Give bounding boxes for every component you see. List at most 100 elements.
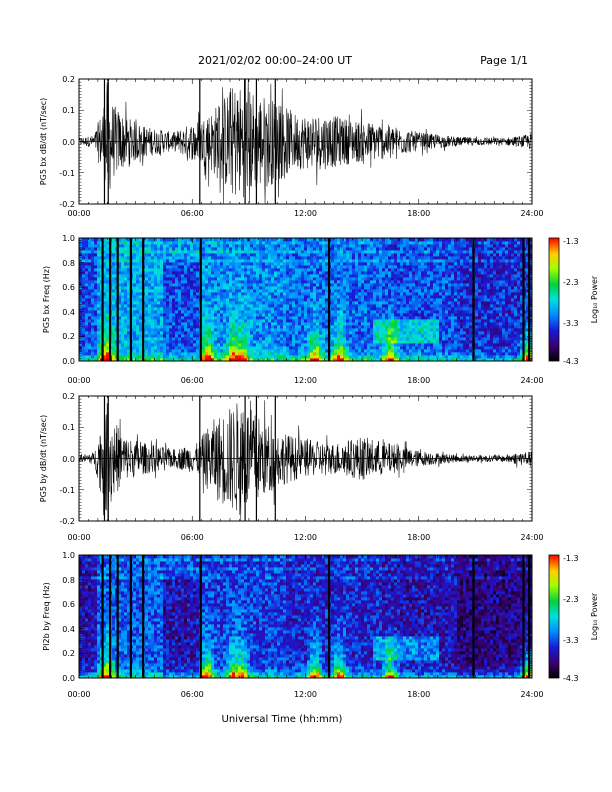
spectrogram-cell bbox=[430, 301, 434, 305]
spectrogram-cell bbox=[253, 343, 257, 347]
spectrogram-cell bbox=[163, 334, 167, 338]
spectrogram-cell bbox=[190, 325, 194, 329]
spectrogram-cell bbox=[394, 319, 398, 323]
spectrogram-cell bbox=[85, 304, 89, 308]
spectrogram-cell bbox=[223, 253, 227, 257]
spectrogram-cell bbox=[202, 346, 206, 350]
spectrogram-cell bbox=[157, 322, 161, 326]
spectrogram-cell bbox=[391, 250, 395, 254]
spectrogram-cell bbox=[358, 313, 362, 317]
spectrogram-cell bbox=[325, 340, 329, 344]
spectrogram-cell bbox=[277, 313, 281, 317]
spectrogram-cell bbox=[136, 340, 140, 344]
spectrogram-cell bbox=[274, 325, 278, 329]
spectrogram-cell bbox=[310, 280, 314, 284]
spectrogram-cell bbox=[184, 274, 188, 278]
spectrogram-cell bbox=[424, 358, 428, 362]
spectrogram-cell bbox=[349, 337, 353, 341]
spectrogram-cell bbox=[259, 271, 263, 275]
spectrogram-cell bbox=[145, 343, 149, 347]
spectrogram-cell bbox=[280, 244, 284, 248]
spectrogram-cell bbox=[253, 352, 257, 356]
spectrogram-cell bbox=[169, 334, 173, 338]
spectrogram-cell bbox=[196, 283, 200, 287]
spectrogram-cell bbox=[292, 256, 296, 260]
spectrogram-cell bbox=[133, 295, 137, 299]
spectrogram-cell bbox=[379, 331, 383, 335]
spectrogram-cell bbox=[112, 316, 116, 320]
spectrogram-cell bbox=[418, 238, 422, 242]
spectrogram-cell bbox=[235, 247, 239, 251]
spectrogram-cell bbox=[157, 262, 161, 266]
spectrogram-cell bbox=[391, 253, 395, 257]
spectrogram-cell bbox=[310, 343, 314, 347]
spectrogram-cell bbox=[247, 298, 251, 302]
spectrogram-cell bbox=[169, 337, 173, 341]
spectrogram-cell bbox=[259, 349, 263, 353]
spectrogram-cell bbox=[88, 325, 92, 329]
spectrogram-cell bbox=[439, 346, 443, 350]
spectrogram-cell bbox=[193, 325, 197, 329]
spectrogram-cell bbox=[250, 337, 254, 341]
spectrogram-cell bbox=[157, 268, 161, 272]
spectrogram-cell bbox=[403, 322, 407, 326]
spectrogram-cell bbox=[379, 271, 383, 275]
spectrogram-cell bbox=[94, 346, 98, 350]
spectrogram-cell bbox=[244, 271, 248, 275]
spectrogram-cell bbox=[313, 346, 317, 350]
spectrogram-cell bbox=[379, 244, 383, 248]
spectrogram-cell bbox=[412, 289, 416, 293]
spectrogram-cell bbox=[334, 283, 338, 287]
spectrogram-cell bbox=[292, 346, 296, 350]
spectrogram-cell bbox=[340, 241, 344, 245]
spectrogram-cell bbox=[256, 358, 260, 362]
spectrogram-cell bbox=[301, 295, 305, 299]
spectrogram-cell bbox=[262, 310, 266, 314]
spectrogram-cell bbox=[361, 277, 365, 281]
spectrogram-cell bbox=[397, 322, 401, 326]
spectrogram-cell bbox=[154, 280, 158, 284]
spectrogram-cell bbox=[268, 241, 272, 245]
spectrogram-cell bbox=[256, 340, 260, 344]
spectrogram-cell bbox=[184, 241, 188, 245]
spectrogram-cell bbox=[430, 316, 434, 320]
spectrogram-cell bbox=[250, 253, 254, 257]
spectrogram-cell bbox=[349, 325, 353, 329]
spectrogram-cell bbox=[190, 343, 194, 347]
spectrogram-cell bbox=[139, 358, 143, 362]
spectrogram-cell bbox=[250, 250, 254, 254]
spectrogram-cell bbox=[412, 271, 416, 275]
spectrogram-cell bbox=[388, 295, 392, 299]
spectrogram-cell bbox=[436, 247, 440, 251]
spectrogram-cell bbox=[253, 268, 257, 272]
spectrogram-cell bbox=[337, 289, 341, 293]
spectrogram-cell bbox=[340, 355, 344, 359]
spectrogram-cell bbox=[184, 340, 188, 344]
spectrogram-cell bbox=[238, 346, 242, 350]
spectrogram-cell bbox=[274, 283, 278, 287]
spectrogram-cell bbox=[319, 280, 323, 284]
spectrogram-cell bbox=[163, 358, 167, 362]
spectrogram-cell bbox=[235, 304, 239, 308]
spectrogram-cell bbox=[97, 277, 101, 281]
spectrogram-cell bbox=[241, 241, 245, 245]
spectrogram-cell bbox=[322, 271, 326, 275]
spectrogram-cell bbox=[271, 334, 275, 338]
spectrogram-cell bbox=[127, 358, 131, 362]
spectrogram-cell bbox=[412, 241, 416, 245]
spectrogram-cell bbox=[265, 280, 269, 284]
spectrogram-cell bbox=[301, 280, 305, 284]
spectrogram-cell bbox=[313, 289, 317, 293]
spectrogram-cell bbox=[439, 238, 443, 242]
y-tick-label: -0.2 bbox=[59, 200, 75, 209]
spectrogram-cell bbox=[343, 304, 347, 308]
spectrogram-cell bbox=[352, 286, 356, 290]
spectrogram-cell bbox=[334, 244, 338, 248]
spectrogram-cell bbox=[418, 289, 422, 293]
spectrogram-cell bbox=[157, 286, 161, 290]
spectrogram-cell bbox=[394, 313, 398, 317]
spectrogram-cell bbox=[241, 280, 245, 284]
spectrogram-cell bbox=[160, 250, 164, 254]
spectrogram-cell bbox=[193, 328, 197, 332]
spectrogram-cell bbox=[274, 244, 278, 248]
